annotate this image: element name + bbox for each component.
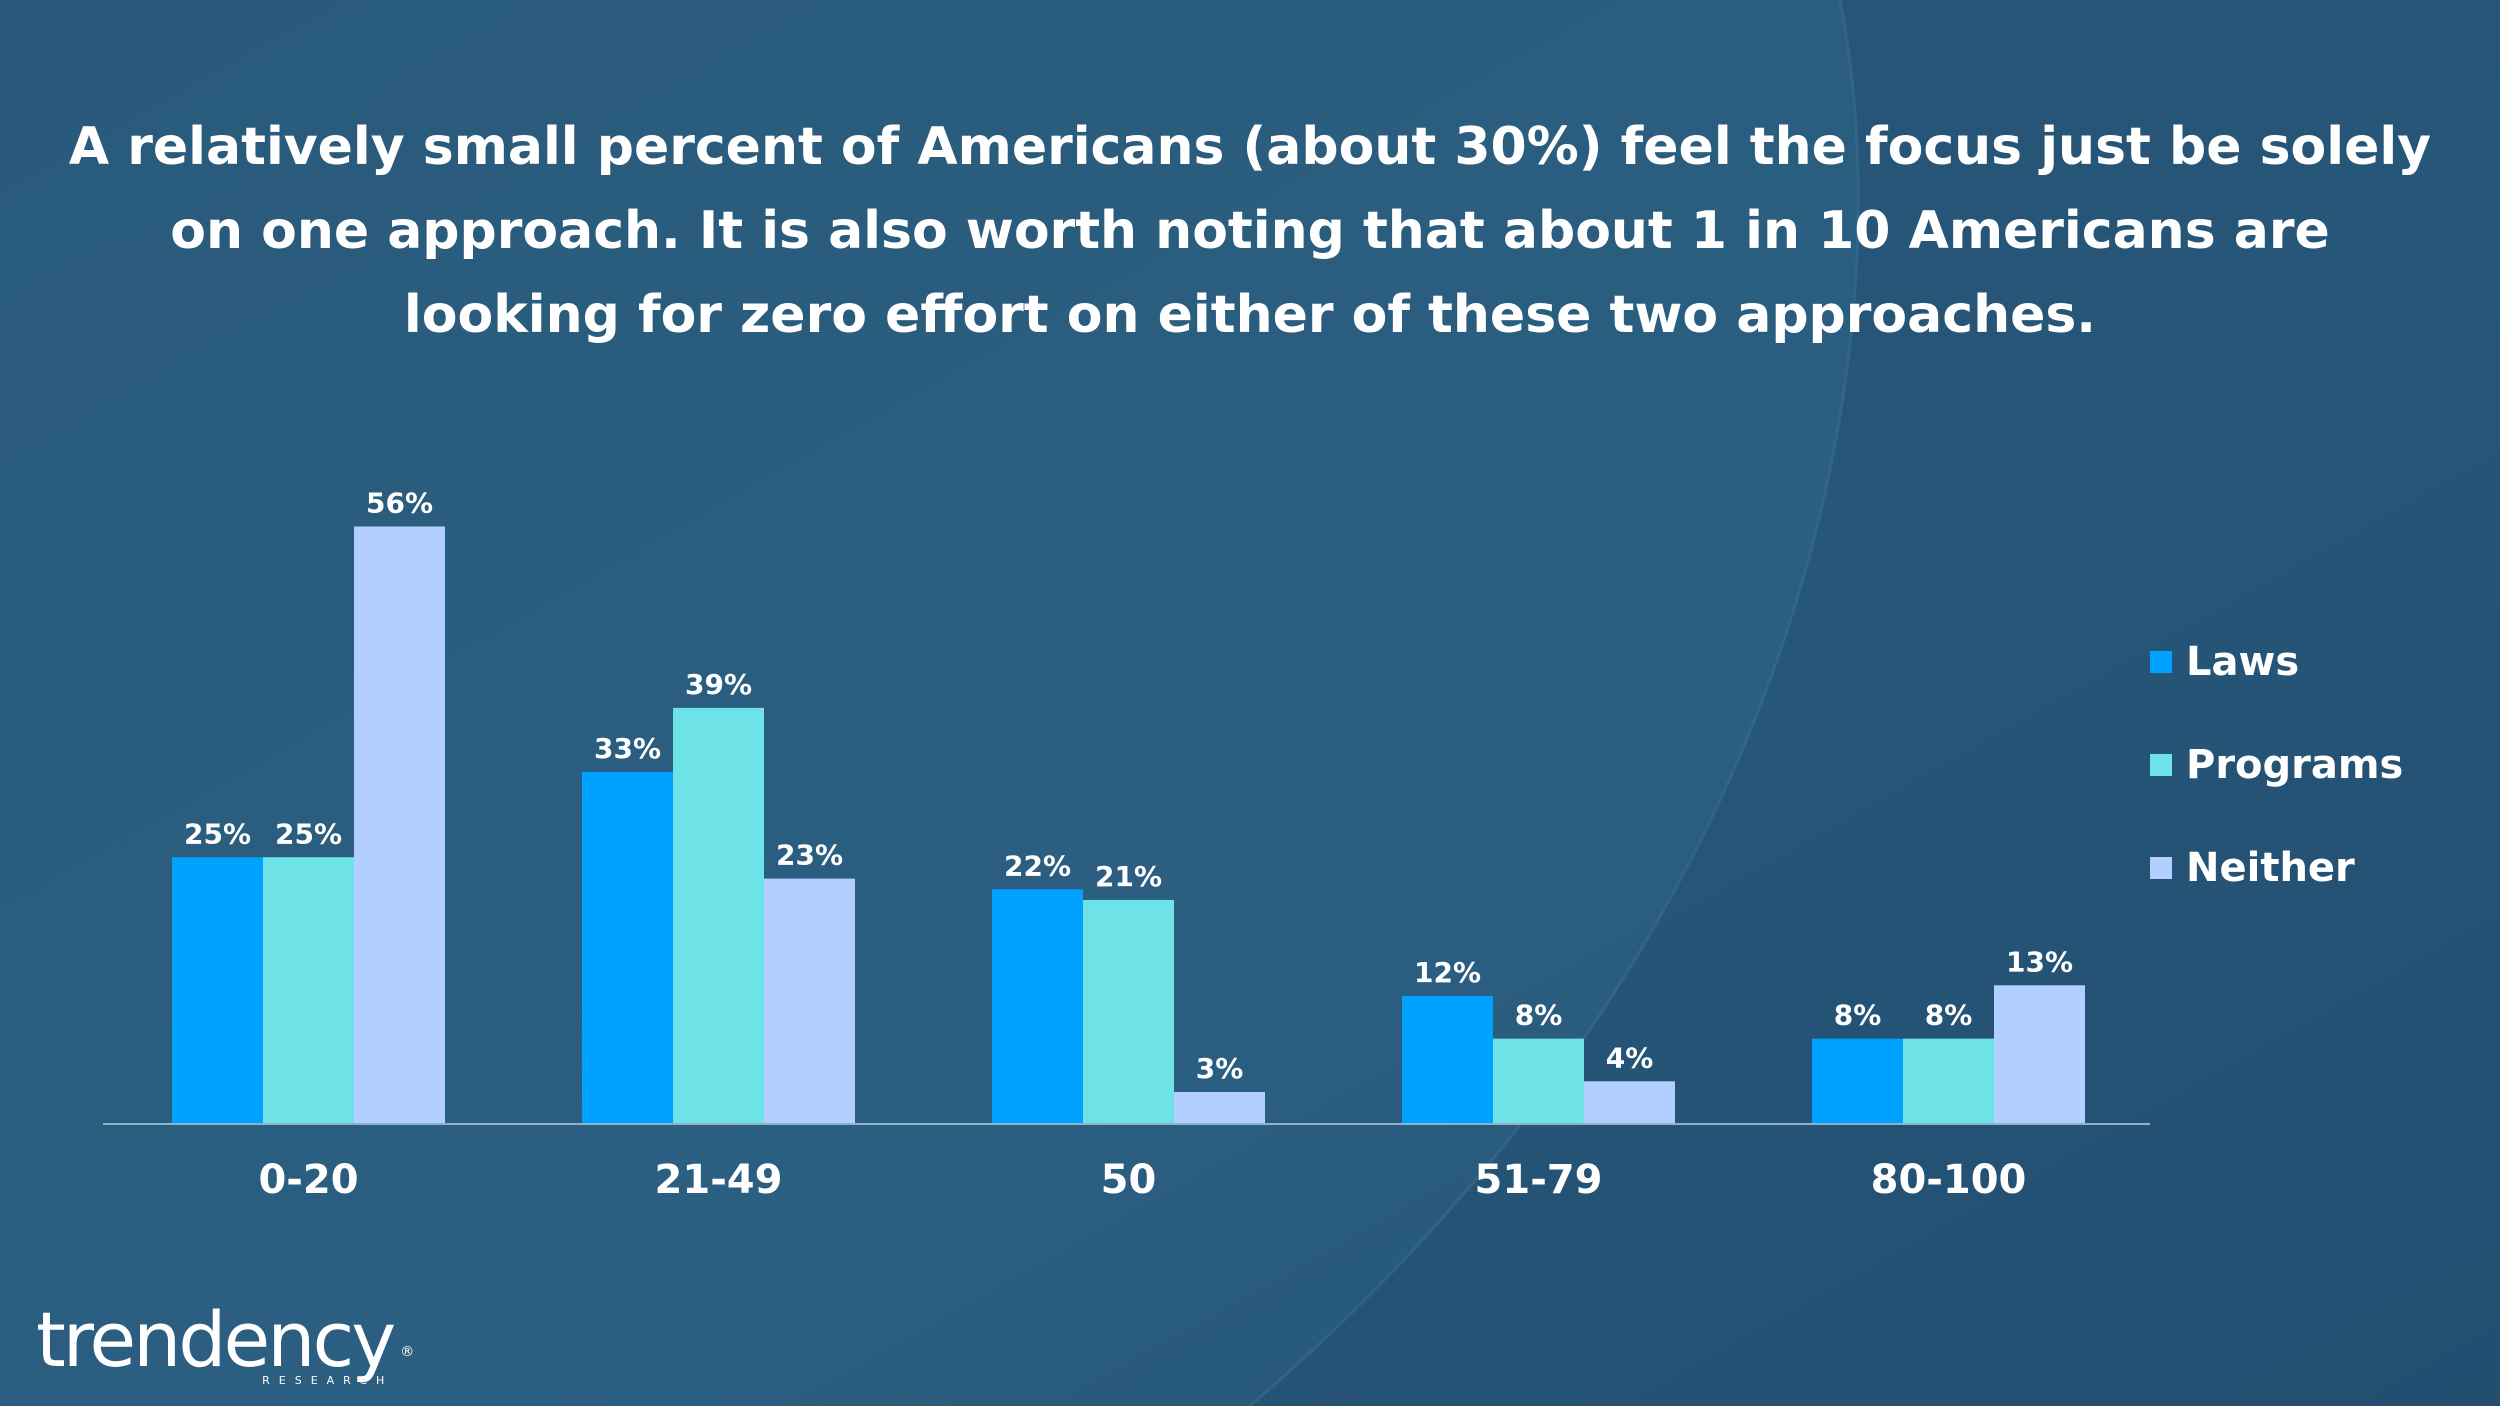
bar-laws: [1402, 995, 1493, 1124]
data-label: 25%: [184, 817, 251, 850]
logo-wordmark: trendency ®: [36, 1302, 414, 1378]
data-label: 8%: [1515, 999, 1563, 1032]
x-tick-label: 51-79: [1475, 1157, 1603, 1203]
data-label: 33%: [594, 732, 661, 765]
bar-neither: [1584, 1081, 1675, 1124]
bar-neither: [764, 878, 855, 1124]
legend-label: Neither: [2186, 844, 2355, 891]
data-label: 8%: [1834, 999, 1882, 1032]
x-tick-label: 21-49: [655, 1157, 783, 1203]
data-label: 8%: [1925, 999, 1973, 1032]
bar-programs: [1903, 1038, 1994, 1124]
data-label: 25%: [275, 817, 342, 850]
bar-programs: [263, 857, 354, 1124]
data-label: 21%: [1095, 860, 1162, 893]
bar-neither: [354, 526, 445, 1124]
logo-subtitle: RESEARCH: [262, 1374, 394, 1387]
page-title: A relatively small percent of Americans …: [40, 105, 2460, 357]
x-tick-label: 0-20: [258, 1157, 358, 1203]
data-label: 22%: [1004, 849, 1071, 882]
x-tick-label: 50: [1101, 1157, 1157, 1203]
data-label: 3%: [1196, 1052, 1244, 1085]
bar-laws: [992, 889, 1083, 1124]
data-label: 23%: [776, 839, 843, 872]
title-line: A relatively small percent of Americans …: [68, 117, 2432, 177]
logo-word: trendency: [36, 1295, 396, 1384]
bar-neither: [1994, 985, 2085, 1124]
legend-swatch-neither: [2150, 856, 2172, 879]
trendency-logo: trendency ® RESEARCH: [36, 1302, 414, 1388]
data-label: 39%: [685, 668, 752, 701]
data-label: 4%: [1606, 1041, 1654, 1074]
chart-legend: Laws Programs Neither: [2150, 610, 2403, 919]
bar-laws: [582, 771, 673, 1124]
legend-swatch-programs: [2150, 753, 2172, 776]
bar-programs: [673, 707, 764, 1124]
legend-swatch-laws: [2150, 650, 2172, 673]
bar-laws: [172, 857, 263, 1124]
logo-trademark: ®: [400, 1344, 414, 1360]
bar-laws: [1812, 1038, 1903, 1124]
data-label: 12%: [1414, 956, 1481, 989]
title-line: looking for zero effort on either of the…: [403, 285, 2097, 345]
data-label: 13%: [2006, 945, 2073, 978]
bar-programs: [1493, 1038, 1584, 1124]
bar-neither: [1174, 1091, 1265, 1124]
legend-label: Programs: [2186, 741, 2404, 788]
legend-label: Laws: [2186, 638, 2300, 685]
bar-programs: [1083, 899, 1174, 1124]
legend-item-laws: Laws: [2150, 610, 2403, 713]
title-line: on one approach. It is also worth noting…: [170, 201, 2330, 261]
legend-item-neither: Neither: [2150, 816, 2403, 919]
legend-item-programs: Programs: [2150, 713, 2403, 816]
x-tick-label: 80-100: [1871, 1157, 2027, 1203]
data-label: 56%: [366, 486, 433, 519]
